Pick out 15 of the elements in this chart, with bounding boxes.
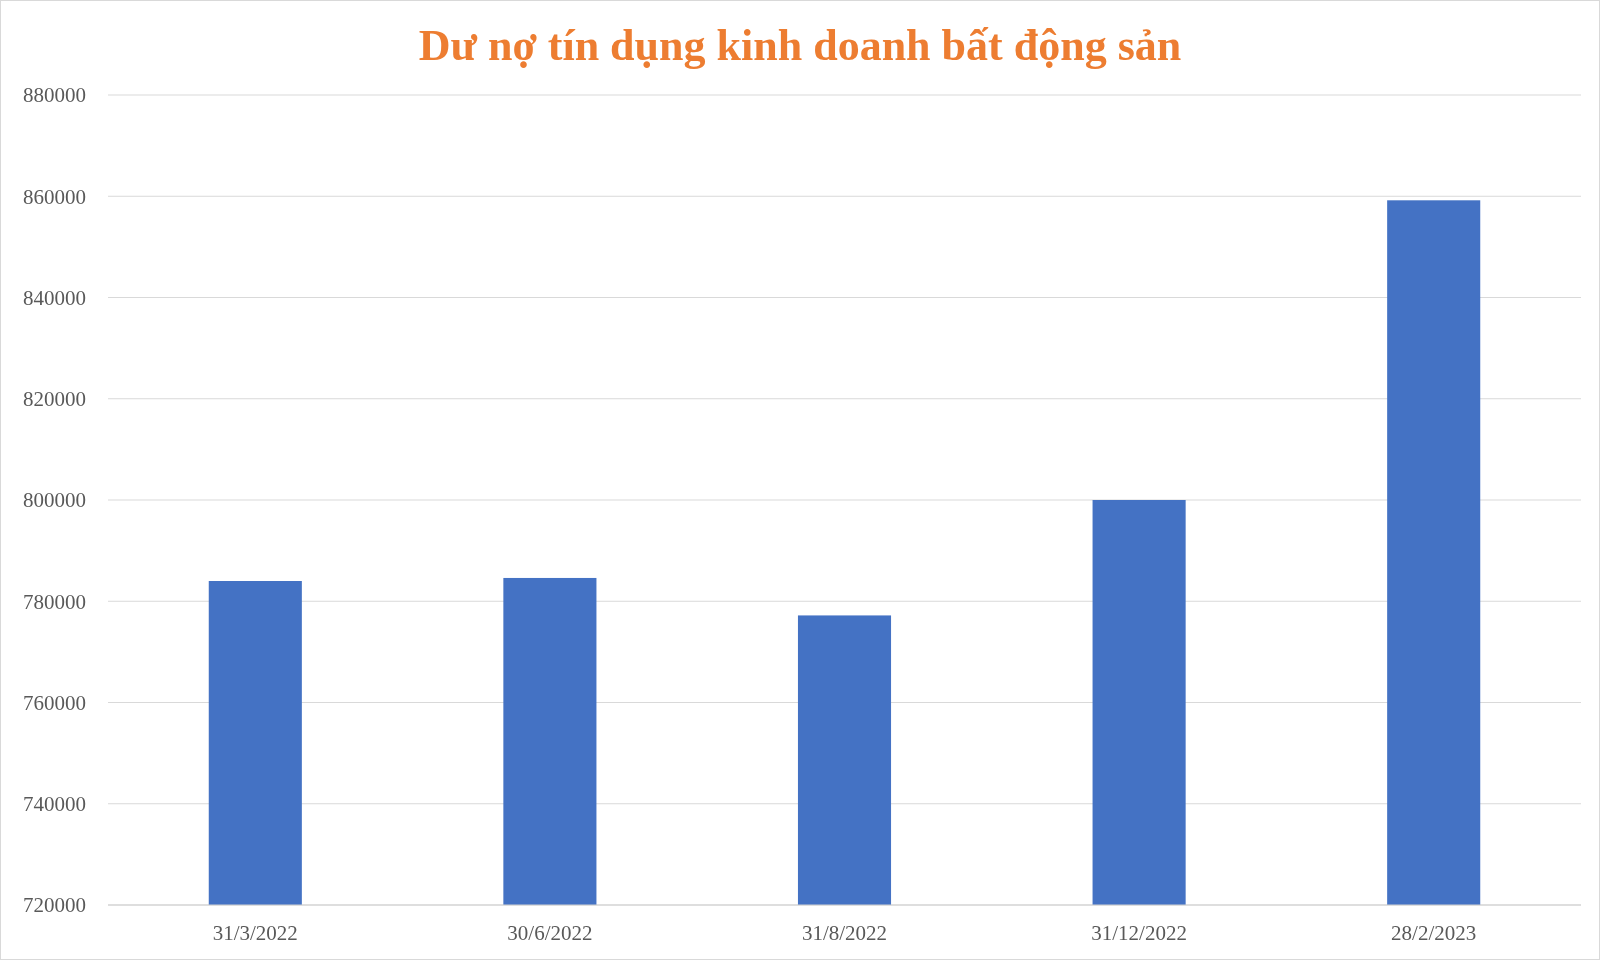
y-tick-label: 760000 — [23, 690, 86, 715]
y-tick-label: 720000 — [23, 893, 86, 918]
x-tick-label: 31/12/2022 — [1091, 921, 1187, 945]
y-tick-label: 740000 — [23, 792, 86, 817]
chart-title: Dư nợ tín dụng kinh doanh bất động sản — [418, 21, 1182, 70]
x-tick-label: 30/6/2022 — [507, 921, 593, 945]
x-tick-label: 28/2/2023 — [1391, 921, 1477, 945]
y-tick-label: 880000 — [23, 83, 86, 108]
y-tick-label: 780000 — [23, 589, 86, 614]
y-tick-label: 820000 — [23, 387, 86, 412]
x-tick-label: 31/8/2022 — [801, 921, 888, 945]
y-tick-label: 800000 — [23, 488, 86, 513]
y-tick-label: 840000 — [23, 285, 86, 310]
x-tick-label: 31/3/2022 — [212, 921, 298, 945]
y-tick-label: 860000 — [23, 184, 86, 209]
